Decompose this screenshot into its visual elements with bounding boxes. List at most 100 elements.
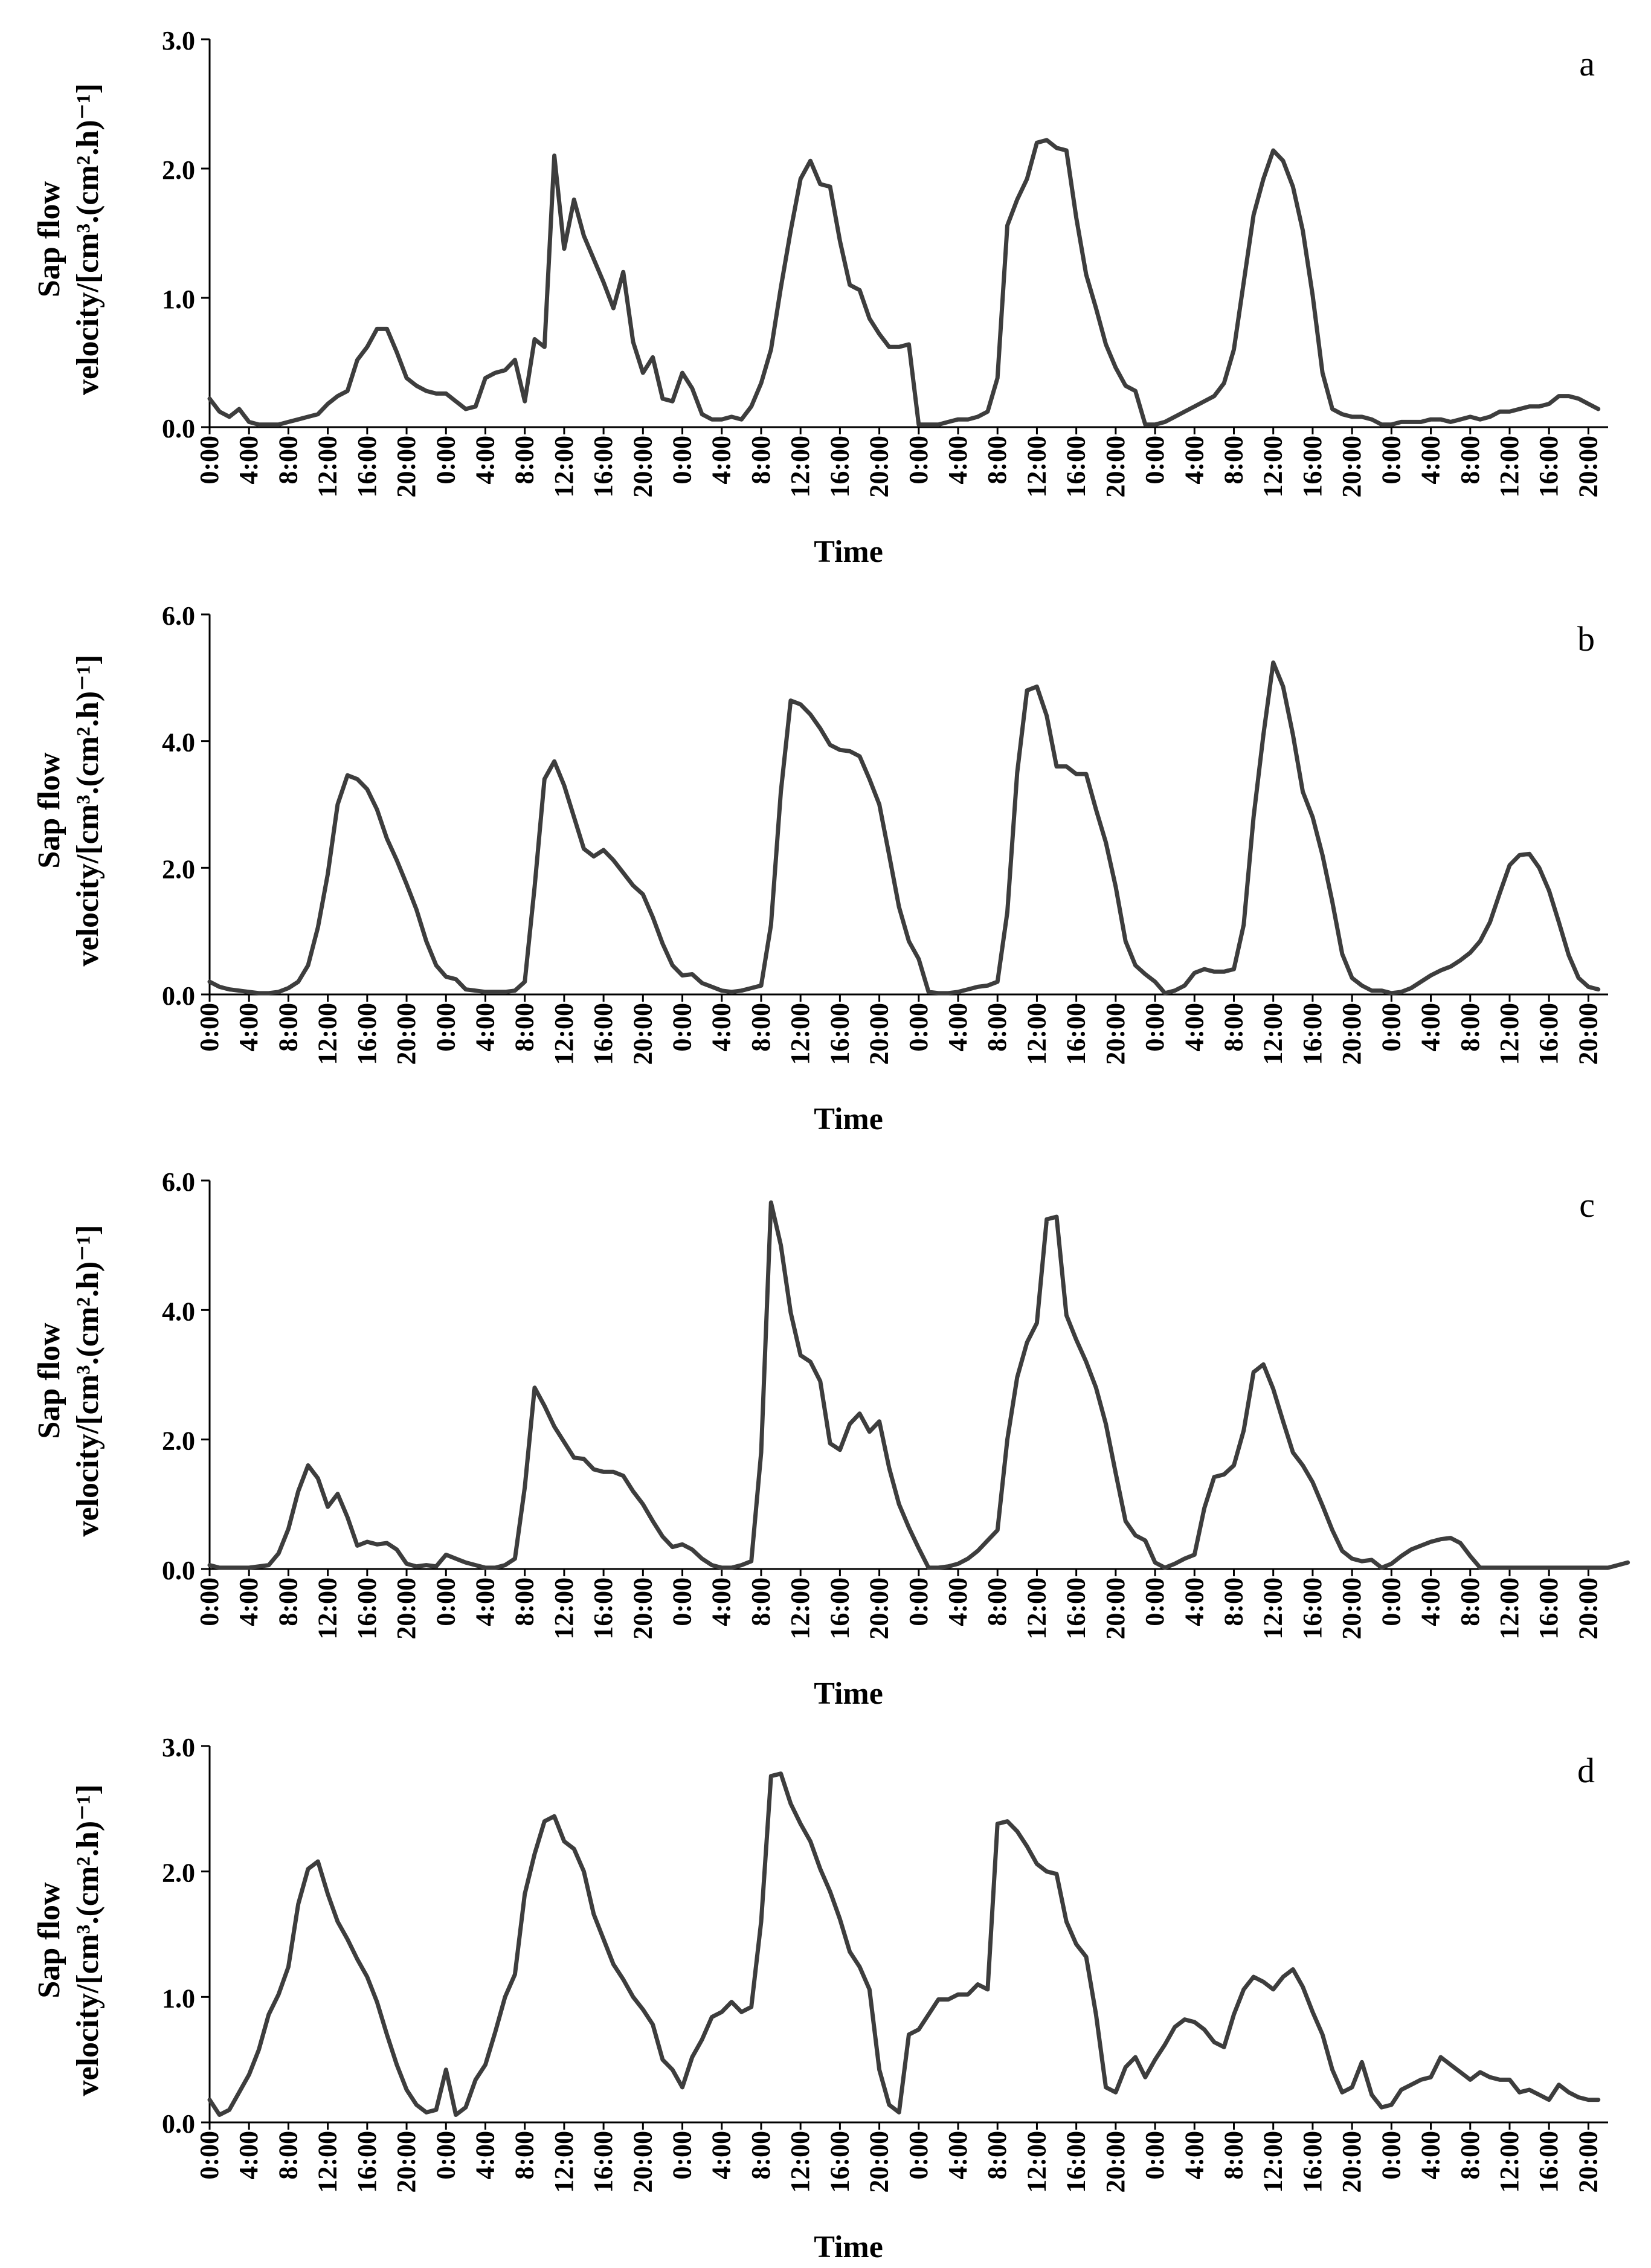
- panel-label: a: [1579, 44, 1595, 83]
- x-tick-label: 4:00: [707, 1003, 736, 1052]
- x-tick-label: 8:00: [273, 436, 303, 485]
- x-tick-label: 0:00: [1140, 1577, 1170, 1626]
- x-tick-label: 16:00: [1061, 2131, 1091, 2193]
- x-tick-label: 16:00: [352, 1003, 382, 1065]
- x-tick-label: 20:00: [1101, 1003, 1130, 1065]
- x-tick-label: 16:00: [825, 1577, 854, 1640]
- x-tick-label: 0:00: [904, 2131, 933, 2180]
- x-tick-label: 16:00: [1298, 2131, 1327, 2193]
- y-axis-title-line2: velocity/[cm³.(cm².h)⁻¹]: [71, 83, 105, 395]
- x-tick-label: 4:00: [1179, 2131, 1209, 2180]
- x-tick-label: 4:00: [470, 1003, 500, 1052]
- x-tick-label: 12:00: [313, 2131, 343, 2193]
- x-tick-label: 4:00: [1416, 2131, 1446, 2180]
- x-tick-label: 16:00: [1298, 436, 1327, 498]
- x-tick-label: 12:00: [1022, 1577, 1051, 1640]
- y-tick-label: 6.0: [162, 1167, 195, 1197]
- x-tick-label: 8:00: [273, 1003, 303, 1052]
- y-tick-label: 3.0: [162, 26, 195, 56]
- x-tick-label: 4:00: [1179, 1003, 1209, 1052]
- x-tick-label: 20:00: [391, 436, 421, 498]
- y-tick-label: 6.0: [162, 601, 195, 631]
- x-tick-label: 0:00: [1376, 1577, 1406, 1626]
- x-tick-label: 16:00: [352, 436, 382, 498]
- x-tick-label: 20:00: [1337, 1003, 1366, 1065]
- x-tick-label: 0:00: [1140, 2131, 1170, 2180]
- x-tick-label: 4:00: [943, 1003, 973, 1052]
- x-tick-label: 20:00: [1337, 2131, 1366, 2193]
- x-tick-label: 0:00: [1140, 436, 1170, 485]
- x-tick-label: 0:00: [904, 1003, 933, 1052]
- x-tick-label: 0:00: [431, 1003, 460, 1052]
- x-tick-label: 8:00: [1218, 1003, 1248, 1052]
- x-tick-label: 8:00: [1455, 436, 1485, 485]
- x-tick-label: 0:00: [195, 436, 224, 485]
- x-tick-label: 8:00: [746, 1577, 776, 1626]
- chart-panel-a: 0.0 1.0 2.0 3.0 0:00 4:00 8:00 12:00 16:00 20:00 0…: [32, 26, 1608, 569]
- x-tick-label: 12:00: [1258, 1003, 1288, 1065]
- y-tick-label: 2.0: [162, 854, 195, 884]
- x-tick-label: 20:00: [864, 436, 894, 498]
- x-tick-label: 20:00: [1337, 436, 1366, 498]
- x-tick-label: 16:00: [1534, 1577, 1563, 1640]
- x-tick-label: 0:00: [668, 1577, 697, 1626]
- x-tick-label: 20:00: [391, 2131, 421, 2193]
- x-tick-label: 0:00: [1376, 1003, 1406, 1052]
- x-tick-label: 4:00: [943, 436, 973, 485]
- x-tick-label: 0:00: [904, 436, 933, 485]
- x-tick-label: 8:00: [1455, 1577, 1485, 1626]
- x-tick-label: 20:00: [391, 1577, 421, 1640]
- x-tick-label: 0:00: [431, 1577, 460, 1626]
- x-tick-label: 4:00: [470, 2131, 500, 2180]
- chart-panel-d: 0.0 1.0 2.0 3.0 0:00 4:00 8:00 12:00 16:00 20:00 0…: [32, 1733, 1608, 2264]
- x-tick-label: 16:00: [352, 1577, 382, 1640]
- x-tick-label: 4:00: [234, 436, 263, 485]
- panel-label: b: [1577, 619, 1595, 659]
- x-tick-label: 0:00: [195, 1003, 224, 1052]
- y-tick-label: 4.0: [162, 1297, 195, 1326]
- x-tick-label: 20:00: [864, 1003, 894, 1065]
- x-tick-label: 12:00: [1495, 436, 1524, 498]
- x-tick-label: 20:00: [1573, 1577, 1603, 1640]
- x-tick-label: 0:00: [668, 1003, 697, 1052]
- x-tick-label: 16:00: [1298, 1003, 1327, 1065]
- y-tick-label: 3.0: [162, 1733, 195, 1762]
- x-tick-label: 8:00: [510, 1003, 539, 1052]
- x-axis-title: Time: [814, 535, 883, 569]
- x-tick-label: 0:00: [431, 2131, 460, 2180]
- y-axis-title-line2: velocity/[cm³.(cm².h)⁻¹]: [71, 1784, 105, 2096]
- x-tick-label: 0:00: [668, 2131, 697, 2180]
- x-tick-label: 16:00: [1534, 436, 1563, 498]
- x-tick-label: 4:00: [1416, 1577, 1446, 1626]
- x-tick-label: 16:00: [1061, 1003, 1091, 1065]
- x-tick-label: 8:00: [1218, 436, 1248, 485]
- x-tick-label: 4:00: [234, 2131, 263, 2180]
- x-tick-label: 20:00: [1101, 2131, 1130, 2193]
- x-tick-label: 4:00: [1416, 436, 1446, 485]
- series-line-b: [207, 660, 1601, 996]
- y-tick-label: 0.0: [162, 1556, 195, 1585]
- x-tick-label: 8:00: [746, 1003, 776, 1052]
- y-axis-title-line1: Sap flow: [32, 752, 66, 869]
- x-tick-label: 12:00: [785, 2131, 815, 2193]
- x-tick-label: 0:00: [195, 2131, 224, 2180]
- panel-label: c: [1579, 1185, 1595, 1225]
- y-tick-label: 4.0: [162, 728, 195, 758]
- x-tick-label: 12:00: [549, 2131, 579, 2193]
- x-tick-label: 16:00: [588, 1003, 618, 1065]
- y-axis-title-line2: velocity/[cm³.(cm².h)⁻¹]: [71, 1225, 105, 1536]
- x-tick-label: 20:00: [864, 1577, 894, 1640]
- x-tick-label: 16:00: [588, 1577, 618, 1640]
- series-line-a: [207, 138, 1601, 427]
- x-tick-label: 12:00: [1495, 1577, 1524, 1640]
- x-tick-label: 0:00: [1376, 2131, 1406, 2180]
- x-axis-title: Time: [814, 1102, 883, 1136]
- x-tick-label: 16:00: [825, 2131, 854, 2193]
- x-tick-label: 8:00: [746, 2131, 776, 2180]
- x-tick-label: 12:00: [549, 436, 579, 498]
- x-tick-label: 0:00: [904, 1577, 933, 1626]
- x-tick-label: 12:00: [1495, 2131, 1524, 2193]
- x-tick-label: 4:00: [234, 1577, 263, 1626]
- x-tick-label: 20:00: [391, 1003, 421, 1065]
- x-tick-label: 16:00: [825, 436, 854, 498]
